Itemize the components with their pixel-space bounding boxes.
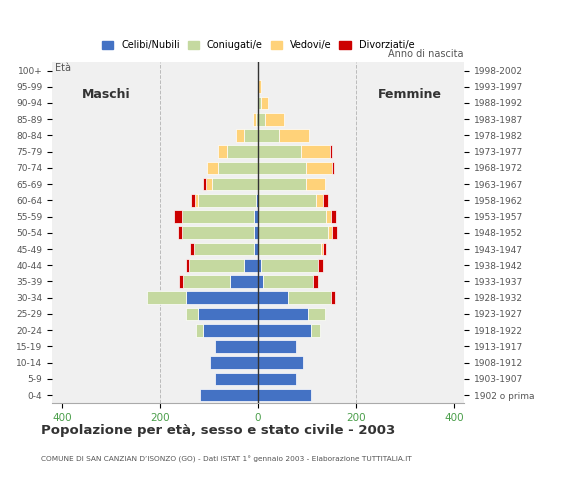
Bar bbox=[258, 227, 328, 239]
Bar bbox=[321, 243, 323, 255]
Bar bbox=[260, 96, 268, 109]
Bar bbox=[257, 96, 258, 109]
Bar bbox=[258, 81, 260, 93]
Bar bbox=[306, 178, 325, 191]
Bar bbox=[203, 178, 206, 191]
Bar bbox=[198, 308, 258, 320]
Bar bbox=[331, 210, 336, 223]
Bar bbox=[179, 275, 183, 288]
Bar bbox=[258, 340, 296, 353]
Bar bbox=[200, 389, 258, 401]
Bar bbox=[253, 113, 256, 126]
Bar bbox=[258, 275, 263, 288]
Bar bbox=[194, 243, 253, 255]
Bar bbox=[207, 162, 218, 174]
Bar bbox=[258, 389, 311, 401]
Bar bbox=[186, 291, 258, 304]
Bar bbox=[227, 145, 258, 158]
Bar bbox=[190, 259, 244, 272]
Bar bbox=[256, 194, 258, 207]
Bar bbox=[301, 145, 329, 158]
Bar bbox=[258, 194, 316, 207]
Bar bbox=[258, 145, 301, 158]
Bar bbox=[253, 243, 258, 255]
Bar bbox=[244, 129, 258, 142]
Bar bbox=[183, 275, 230, 288]
Bar bbox=[313, 275, 318, 288]
Bar bbox=[260, 259, 318, 272]
Bar bbox=[177, 227, 182, 239]
Bar bbox=[258, 372, 296, 385]
Bar bbox=[254, 210, 258, 223]
Bar bbox=[329, 145, 332, 158]
Bar bbox=[311, 324, 320, 336]
Bar bbox=[256, 113, 258, 126]
Bar bbox=[328, 227, 332, 239]
Bar bbox=[258, 243, 321, 255]
Bar bbox=[258, 291, 288, 304]
Bar bbox=[258, 162, 306, 174]
Bar bbox=[323, 243, 326, 255]
Bar bbox=[258, 210, 326, 223]
Bar bbox=[182, 227, 254, 239]
Bar bbox=[326, 210, 331, 223]
Text: Maschi: Maschi bbox=[82, 88, 130, 101]
Bar bbox=[210, 356, 258, 369]
Bar bbox=[219, 145, 227, 158]
Bar bbox=[258, 178, 306, 191]
Bar bbox=[332, 162, 334, 174]
Text: Popolazione per età, sesso e stato civile - 2003: Popolazione per età, sesso e stato civil… bbox=[41, 424, 395, 437]
Bar bbox=[196, 324, 203, 336]
Bar bbox=[206, 178, 212, 191]
Bar bbox=[198, 194, 256, 207]
Bar bbox=[258, 113, 266, 126]
Bar bbox=[258, 308, 308, 320]
Bar bbox=[288, 291, 331, 304]
Text: Anno di nascita: Anno di nascita bbox=[389, 49, 464, 59]
Bar bbox=[263, 275, 313, 288]
Bar bbox=[266, 113, 284, 126]
Bar bbox=[332, 227, 336, 239]
Bar bbox=[258, 129, 279, 142]
Bar bbox=[308, 308, 325, 320]
Bar bbox=[323, 194, 328, 207]
Bar bbox=[258, 356, 303, 369]
Bar bbox=[258, 324, 311, 336]
Legend: Celibi/Nubili, Coniugati/e, Vedovi/e, Divorziati/e: Celibi/Nubili, Coniugati/e, Vedovi/e, Di… bbox=[98, 36, 418, 54]
Bar bbox=[254, 227, 258, 239]
Text: COMUNE DI SAN CANZIAN D’ISONZO (GO) - Dati ISTAT 1° gennaio 2003 - Elaborazione : COMUNE DI SAN CANZIAN D’ISONZO (GO) - Da… bbox=[41, 456, 411, 463]
Bar bbox=[258, 259, 260, 272]
Bar bbox=[212, 178, 258, 191]
Bar bbox=[191, 194, 195, 207]
Bar bbox=[186, 308, 198, 320]
Bar bbox=[195, 194, 198, 207]
Bar bbox=[147, 291, 186, 304]
Bar bbox=[230, 275, 258, 288]
Bar bbox=[174, 210, 182, 223]
Bar bbox=[235, 129, 244, 142]
Bar bbox=[316, 194, 323, 207]
Bar bbox=[203, 324, 258, 336]
Bar bbox=[318, 259, 323, 272]
Bar bbox=[215, 340, 258, 353]
Bar bbox=[331, 291, 335, 304]
Bar bbox=[244, 259, 258, 272]
Bar bbox=[279, 129, 309, 142]
Bar bbox=[190, 243, 194, 255]
Bar bbox=[182, 210, 254, 223]
Bar bbox=[215, 372, 258, 385]
Bar bbox=[218, 162, 258, 174]
Bar bbox=[258, 96, 260, 109]
Bar bbox=[186, 259, 190, 272]
Text: Età: Età bbox=[55, 63, 71, 73]
Text: Femmine: Femmine bbox=[378, 88, 442, 101]
Bar bbox=[306, 162, 332, 174]
